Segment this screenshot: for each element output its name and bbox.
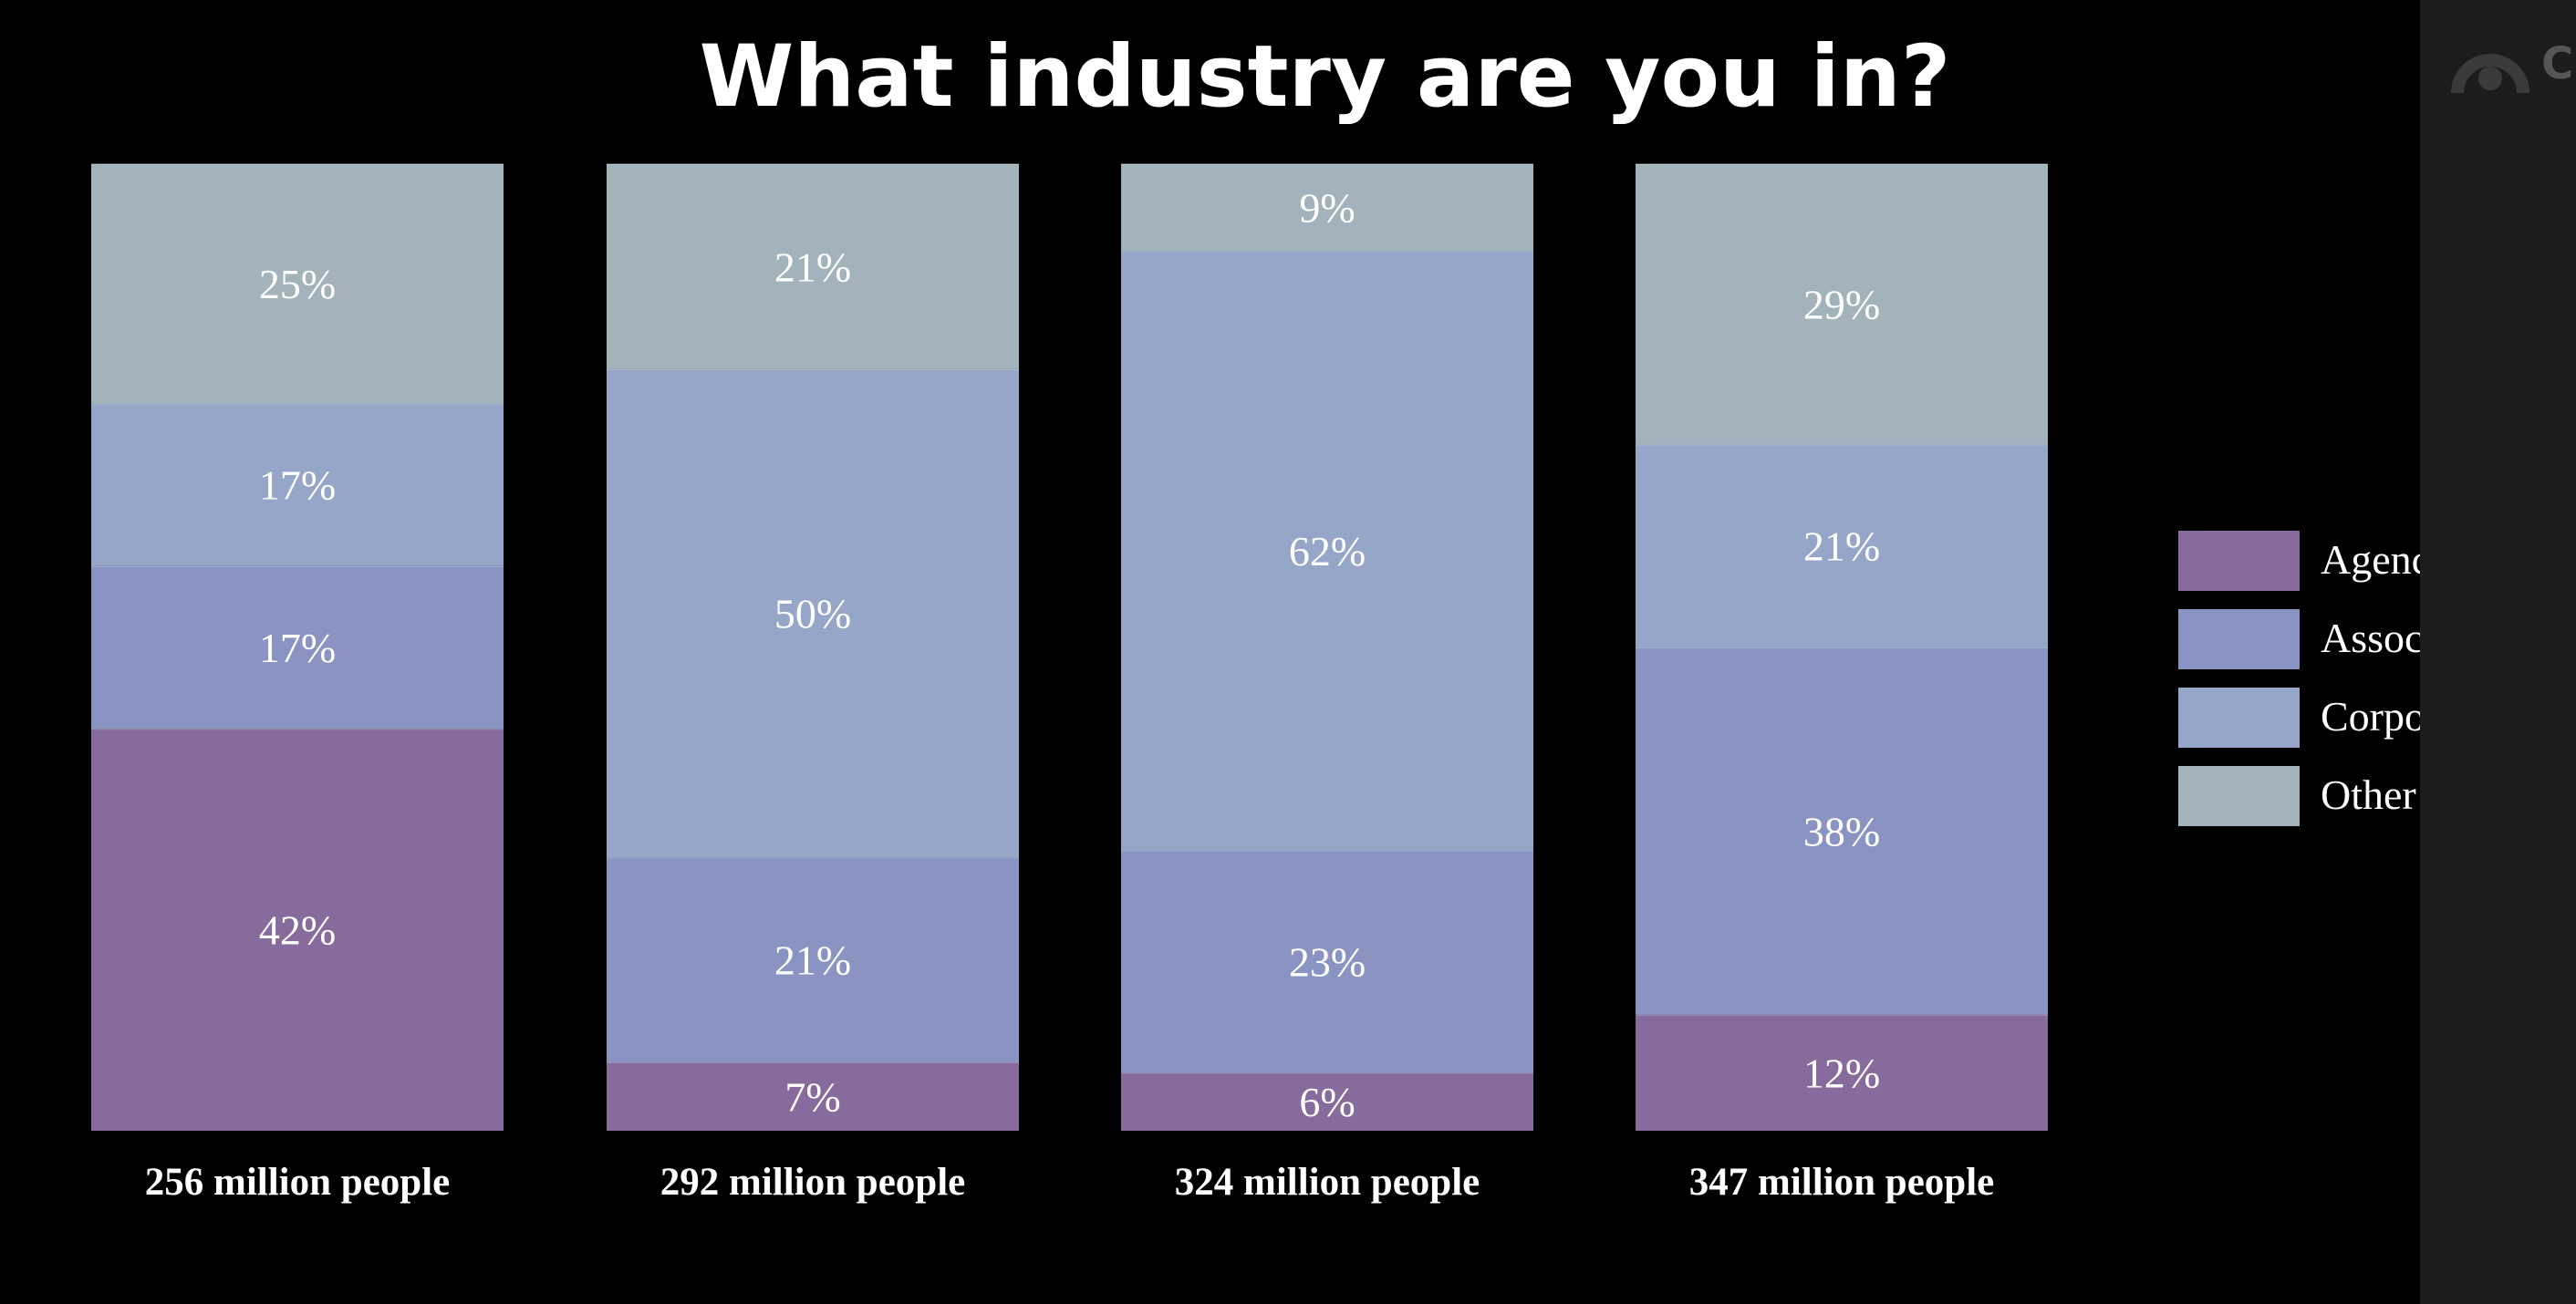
- bar-segment-association-4: [1636, 647, 2048, 1015]
- bar-segment-agency-4: [1636, 1014, 2048, 1131]
- bar-segment-corporation-2: [607, 368, 1019, 858]
- category-label-2: 292 million people: [660, 1161, 965, 1204]
- data-label-corporation-2: 50%: [774, 591, 851, 637]
- data-label-association-4: 38%: [1803, 808, 1880, 854]
- data-label-corporation-3: 62%: [1289, 528, 1366, 574]
- side-panel: [2420, 0, 2576, 1304]
- bar-segment-corporation-4: [1636, 444, 2048, 647]
- chart-title: What industry are you in?: [699, 27, 1951, 127]
- stacked-bar-chart: 42% 17% 17% 25% 256 million people 7% 21% 50% 21…: [91, 163, 2048, 1204]
- data-label-agency-2: 7%: [784, 1074, 840, 1121]
- data-label-association-3: 23%: [1289, 939, 1366, 986]
- data-label-corporation-4: 21%: [1803, 523, 1880, 570]
- data-label-other-2: 21%: [774, 243, 851, 290]
- bar-segment-other-3: [1121, 164, 1533, 252]
- bar-segment-other-2: [607, 164, 1019, 369]
- bar-segment-agency-1: [91, 729, 504, 1131]
- logo-letter: C: [2541, 38, 2574, 89]
- legend-swatch-corporation: [2178, 688, 2300, 748]
- data-label-corporation-1: 17%: [259, 462, 336, 509]
- data-label-agency-1: 42%: [259, 907, 336, 954]
- bar-segment-other-1: [91, 164, 504, 404]
- data-label-other-4: 29%: [1803, 282, 1880, 328]
- category-label-4: 347 million people: [1689, 1161, 1994, 1204]
- bar-segment-association-2: [607, 857, 1019, 1063]
- legend-swatch-association: [2178, 609, 2300, 669]
- data-label-other-1: 25%: [259, 261, 336, 307]
- legend-item-other: Other: [2178, 764, 2561, 843]
- data-label-association-2: 21%: [774, 937, 851, 984]
- legend-swatch-other: [2178, 766, 2300, 826]
- legend-label-other: Other: [2321, 771, 2416, 818]
- bar-segment-association-1: [91, 565, 504, 730]
- bar-segment-corporation-1: [91, 403, 504, 566]
- data-label-agency-3: 6%: [1299, 1079, 1355, 1125]
- bar-segment-corporation-3: [1121, 251, 1533, 851]
- data-label-association-1: 17%: [259, 625, 336, 671]
- category-label-1: 256 million people: [145, 1161, 450, 1204]
- data-label-agency-4: 12%: [1803, 1050, 1880, 1096]
- category-label-3: 324 million people: [1175, 1161, 1480, 1204]
- bar-segment-agency-2: [607, 1062, 1019, 1131]
- bar-segment-agency-3: [1121, 1072, 1533, 1131]
- bar-segment-association-3: [1121, 850, 1533, 1073]
- bar-segment-other-4: [1636, 164, 2048, 445]
- legend-swatch-agency: [2178, 531, 2300, 591]
- logo-icon: [2451, 54, 2529, 94]
- data-label-other-3: 9%: [1299, 185, 1355, 232]
